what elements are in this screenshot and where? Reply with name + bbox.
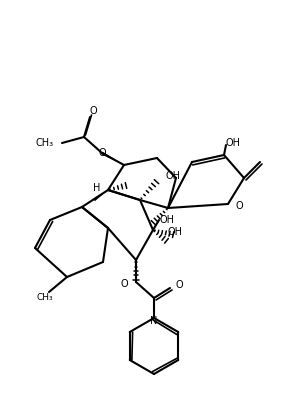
Text: O: O: [121, 279, 128, 289]
Text: CH₃: CH₃: [36, 138, 54, 148]
Polygon shape: [101, 152, 124, 165]
Text: O: O: [89, 106, 97, 116]
Text: OH: OH: [165, 171, 180, 181]
Text: O: O: [236, 201, 244, 211]
Text: H: H: [93, 183, 100, 193]
Text: O: O: [98, 148, 106, 158]
Text: O: O: [175, 280, 183, 290]
Text: CH₃: CH₃: [37, 294, 53, 303]
Polygon shape: [93, 190, 108, 201]
Text: OH: OH: [226, 138, 241, 148]
Text: OH: OH: [167, 227, 182, 237]
Text: OH: OH: [159, 215, 174, 225]
Text: N: N: [150, 316, 158, 326]
